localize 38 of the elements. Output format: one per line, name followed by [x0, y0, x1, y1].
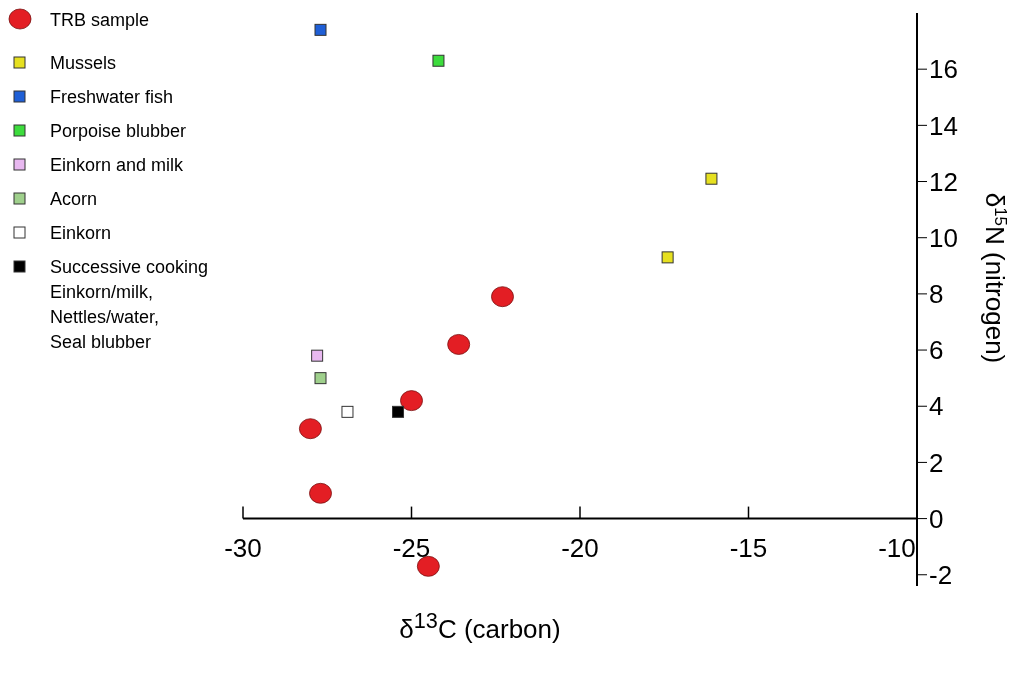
- point: [392, 405, 405, 418]
- x-axis-title: δ$^{13}$C (carbon): [399, 608, 561, 645]
- y-tick-label: 12: [929, 166, 958, 197]
- point: [400, 390, 423, 412]
- y-tick-label: 2: [929, 447, 944, 478]
- legend-label: Porpoise blubber: [50, 120, 187, 143]
- y-tick-label: 4: [929, 391, 944, 422]
- point: [314, 23, 327, 36]
- y-tick-label: 8: [929, 279, 944, 310]
- point: [314, 372, 327, 385]
- y-tick-label: 0: [929, 503, 944, 534]
- point: [416, 555, 440, 577]
- point: [432, 54, 445, 67]
- legend-label: TRB sample: [50, 9, 150, 32]
- point: [299, 418, 322, 440]
- legend-label: Acorn: [50, 188, 98, 211]
- legend-label: Freshwater fish: [50, 86, 174, 109]
- x-tick-label: -25: [392, 532, 431, 563]
- point: [491, 286, 514, 308]
- x-tick-label: -15: [729, 532, 768, 563]
- y-tick-label: 6: [929, 335, 944, 366]
- y-tick-label: 16: [929, 54, 958, 85]
- legend-label: Einkorn: [50, 222, 112, 245]
- y-tick-label: 14: [929, 110, 958, 141]
- legend-label: Einkorn and milk: [50, 154, 184, 177]
- legend-label: Successive cooking Einkorn/milk, Nettles/water, Seal blubber: [50, 256, 209, 354]
- point: [311, 349, 324, 362]
- point: [661, 251, 674, 264]
- legend-label: Mussels: [50, 52, 117, 75]
- point: [309, 482, 332, 504]
- y-tick-label: 10: [929, 222, 958, 253]
- point: [705, 172, 718, 185]
- x-tick-label: -30: [224, 532, 262, 563]
- x-tick-label: -10: [878, 532, 916, 563]
- point: [341, 405, 354, 418]
- y-tick-label: -2: [929, 559, 953, 590]
- x-tick-label: -20: [561, 532, 599, 563]
- point: [447, 334, 471, 355]
